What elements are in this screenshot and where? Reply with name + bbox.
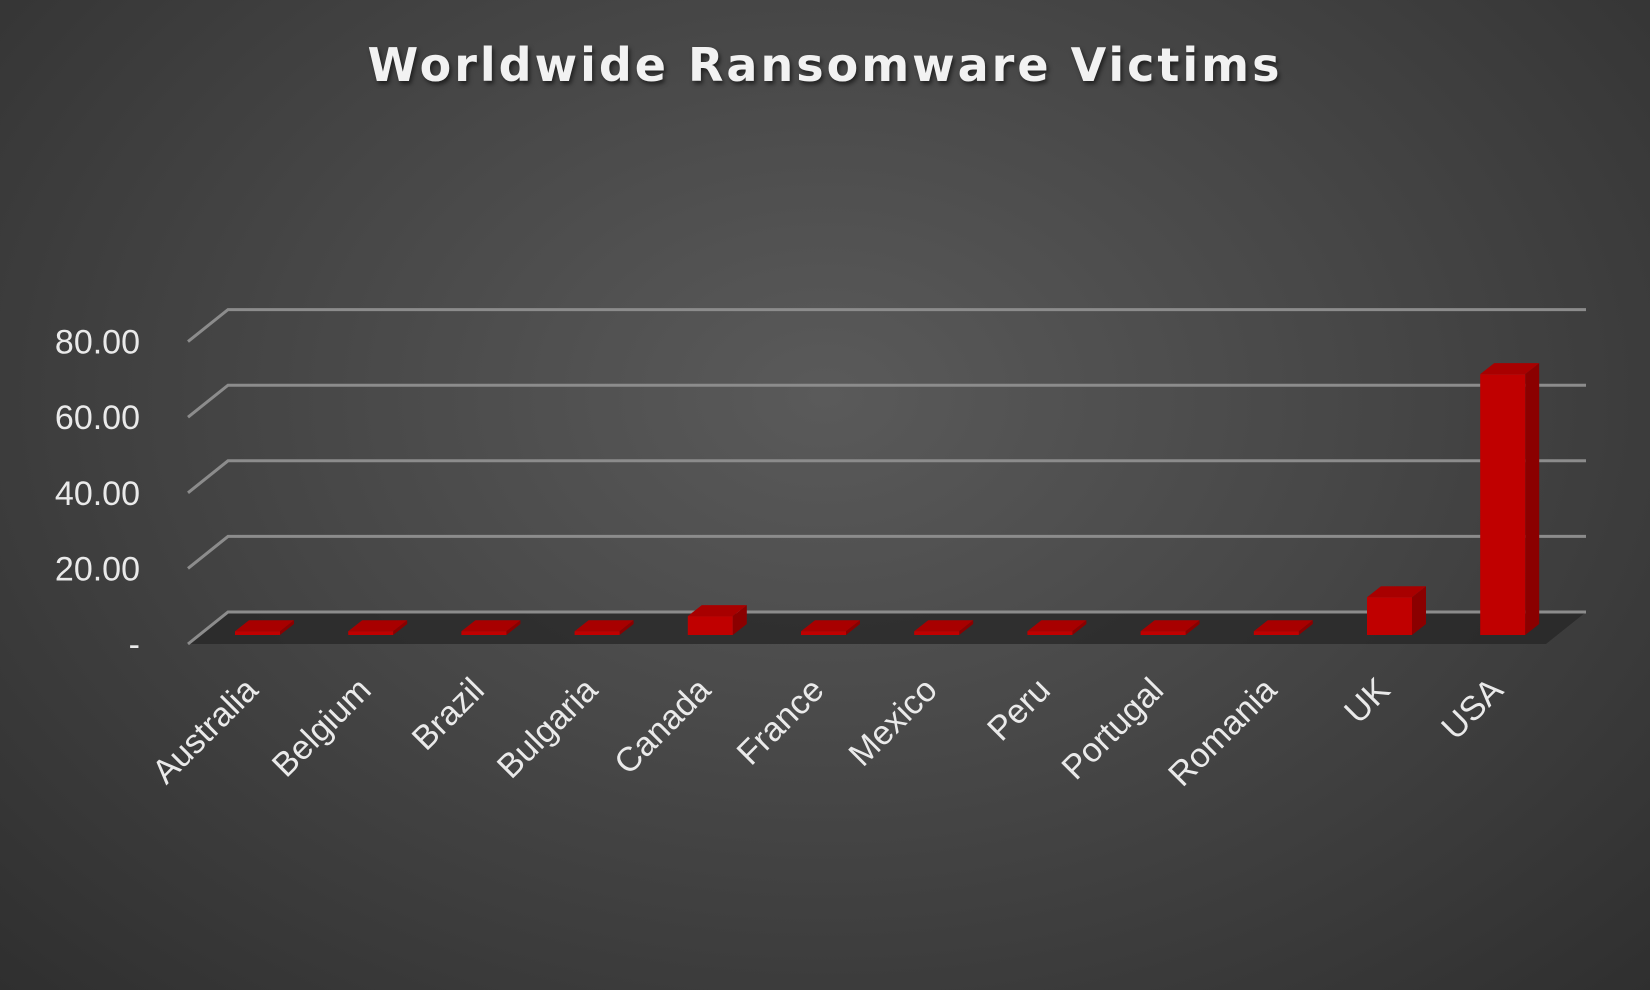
x-tick-label: Mexico [842, 671, 945, 774]
x-tick-label: Peru [980, 671, 1058, 749]
bar-side [732, 605, 747, 635]
y-tick-label: 40.00 [55, 475, 140, 513]
bar-side [619, 620, 634, 635]
gridline [187, 610, 1586, 646]
x-tick-label: Romania [1161, 671, 1284, 794]
chart-title: Worldwide Ransomware Victims [367, 38, 1283, 92]
bar [1027, 620, 1087, 635]
bar-top [574, 620, 634, 632]
x-tick-label: France [730, 671, 832, 773]
bar-side [1525, 363, 1540, 635]
bar-front [1253, 631, 1299, 635]
bar-side [1185, 620, 1200, 635]
floor-layer [188, 612, 1586, 644]
bar-front [801, 631, 846, 635]
grid-layer [187, 308, 1586, 646]
y-tick-label: - [129, 626, 140, 664]
bar [914, 620, 974, 635]
bar-top [1367, 586, 1426, 598]
bar [1480, 363, 1540, 635]
floor-plane [188, 612, 1586, 644]
bar-front [1480, 374, 1526, 635]
bar-side [846, 620, 860, 635]
bar-side [1072, 620, 1087, 635]
bar [1253, 620, 1313, 635]
bar-side [280, 620, 294, 635]
bar-top [687, 605, 747, 617]
bar [574, 620, 634, 635]
x-tick-label: Belgium [265, 671, 379, 785]
gridline [187, 383, 1586, 419]
x-tick-label: UK [1337, 671, 1397, 731]
bar-front [914, 631, 960, 635]
y-tick-label: 20.00 [55, 550, 140, 588]
gridline [187, 459, 1586, 494]
bar-top [1140, 620, 1200, 632]
bar-front [348, 631, 394, 635]
bar-side [506, 620, 521, 635]
bar-front [235, 631, 280, 635]
bar [1140, 620, 1200, 635]
bar-side [959, 620, 974, 635]
bar-front [461, 631, 507, 635]
bar-front [574, 631, 620, 635]
x-tick-label: Portugal [1055, 671, 1171, 787]
bar-top [914, 620, 974, 632]
gridline [187, 308, 1586, 343]
x-tick-label: Canada [607, 671, 718, 782]
x-tick-label: Bulgaria [490, 671, 605, 786]
bar-top [461, 620, 521, 632]
x-tick-label: Brazil [405, 671, 492, 758]
bar-side [1298, 620, 1313, 635]
gridline [187, 534, 1586, 570]
bar [235, 620, 294, 635]
bar-top [1027, 620, 1087, 632]
bar-front [687, 616, 733, 635]
bar [1367, 586, 1426, 635]
bar-top [235, 620, 294, 632]
y-tick-label: 60.00 [55, 399, 140, 437]
y-axis-ticks: - 20.00 40.00 60.00 80.00 [55, 324, 140, 664]
bar-side [393, 620, 408, 635]
bar-front [1140, 631, 1186, 635]
bar [801, 620, 860, 635]
bar-top [801, 620, 860, 632]
bar-side [1412, 586, 1426, 635]
bar-front [1367, 597, 1412, 635]
bar-front [1027, 631, 1073, 635]
x-tick-label: USA [1434, 671, 1511, 748]
y-tick-label: 80.00 [55, 324, 140, 362]
bar-top [1253, 620, 1313, 632]
bar-layer [235, 363, 1540, 635]
bar-top [348, 620, 408, 632]
bar [687, 605, 747, 635]
bar-top [1480, 363, 1540, 375]
bar [461, 620, 521, 635]
x-tick-label: Australia [145, 671, 265, 791]
bar [348, 620, 408, 635]
